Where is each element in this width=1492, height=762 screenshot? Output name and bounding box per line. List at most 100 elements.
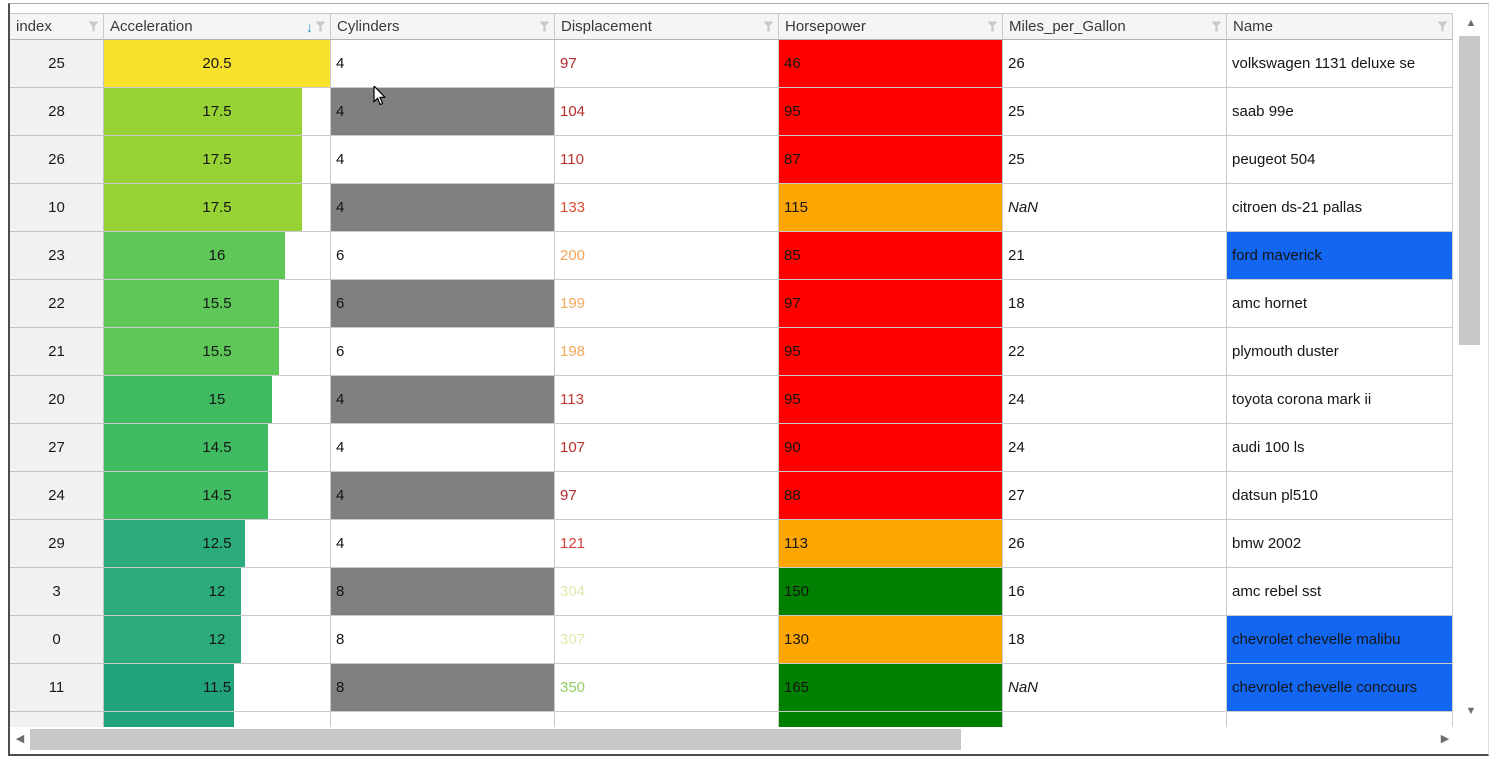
horsepower-cell[interactable]: 115 — [779, 184, 1003, 232]
horsepower-cell[interactable]: 95 — [779, 376, 1003, 424]
scrollbar-up-arrow-icon[interactable]: ▲ — [1465, 17, 1477, 29]
horsepower-cell[interactable]: 85 — [779, 232, 1003, 280]
horsepower-cell[interactable]: 46 — [779, 40, 1003, 88]
name-cell[interactable]: chevrolet chevelle malibu — [1227, 616, 1453, 664]
filter-icon[interactable] — [1437, 21, 1448, 32]
displacement-cell[interactable]: 110 — [555, 136, 779, 184]
name-cell[interactable]: chevrolet chevelle concours — [1227, 664, 1453, 712]
row-index-cell[interactable]: 0 — [10, 616, 104, 664]
miles-per-gallon-cell[interactable]: 26 — [1003, 40, 1227, 88]
horsepower-cell[interactable]: 95 — [779, 88, 1003, 136]
horsepower-cell[interactable]: 88 — [779, 472, 1003, 520]
acceleration-cell[interactable]: 12 — [104, 568, 331, 616]
filter-icon[interactable] — [88, 21, 99, 32]
name-cell[interactable]: amc hornet — [1227, 280, 1453, 328]
name-cell[interactable]: amc rebel sst — [1227, 568, 1453, 616]
displacement-cell[interactable]: 200 — [555, 232, 779, 280]
horsepower-cell[interactable]: 130 — [779, 616, 1003, 664]
acceleration-cell[interactable]: 14.5 — [104, 424, 331, 472]
displacement-cell[interactable]: 133 — [555, 184, 779, 232]
row-index-cell[interactable]: 22 — [10, 280, 104, 328]
horsepower-cell[interactable]: 90 — [779, 424, 1003, 472]
row-index-cell[interactable]: 25 — [10, 40, 104, 88]
name-cell[interactable]: datsun pl510 — [1227, 472, 1453, 520]
vertical-scrollbar-thumb[interactable] — [1459, 36, 1480, 345]
cylinders-cell[interactable]: 4 — [331, 88, 555, 136]
cylinders-cell[interactable]: 4 — [331, 472, 555, 520]
column-header-acceleration[interactable]: Acceleration ↓ — [104, 13, 331, 40]
scrollbar-down-arrow-icon[interactable]: ▼ — [1465, 705, 1477, 717]
horsepower-cell[interactable]: 165 — [779, 664, 1003, 712]
acceleration-cell[interactable]: 14.5 — [104, 472, 331, 520]
row-index-cell[interactable]: 28 — [10, 88, 104, 136]
displacement-cell[interactable]: 304 — [555, 568, 779, 616]
row-index-cell[interactable]: 20 — [10, 376, 104, 424]
miles-per-gallon-cell[interactable]: 25 — [1003, 136, 1227, 184]
horsepower-cell[interactable]: 150 — [779, 568, 1003, 616]
miles-per-gallon-cell[interactable]: 21 — [1003, 232, 1227, 280]
name-cell[interactable]: ford maverick — [1227, 232, 1453, 280]
row-index-cell[interactable]: 24 — [10, 472, 104, 520]
horizontal-scrollbar-thumb[interactable] — [30, 729, 961, 750]
miles-per-gallon-cell[interactable] — [1003, 712, 1227, 727]
column-header-index[interactable]: index — [10, 13, 104, 40]
row-index-cell[interactable] — [10, 712, 104, 727]
acceleration-cell[interactable]: 16 — [104, 232, 331, 280]
name-cell[interactable]: volkswagen 1131 deluxe se — [1227, 40, 1453, 88]
horsepower-cell[interactable] — [779, 712, 1003, 727]
name-cell[interactable]: peugeot 504 — [1227, 136, 1453, 184]
miles-per-gallon-cell[interactable]: 22 — [1003, 328, 1227, 376]
row-index-cell[interactable]: 23 — [10, 232, 104, 280]
cylinders-cell[interactable]: 4 — [331, 184, 555, 232]
name-cell[interactable]: audi 100 ls — [1227, 424, 1453, 472]
column-header-displacement[interactable]: Displacement — [555, 13, 779, 40]
filter-icon[interactable] — [763, 21, 774, 32]
displacement-cell[interactable]: 307 — [555, 616, 779, 664]
acceleration-cell[interactable] — [104, 712, 331, 727]
column-header-miles-per-gallon[interactable]: Miles_per_Gallon — [1003, 13, 1227, 40]
miles-per-gallon-cell[interactable]: 26 — [1003, 520, 1227, 568]
cylinders-cell[interactable]: 4 — [331, 520, 555, 568]
column-header-cylinders[interactable]: Cylinders — [331, 13, 555, 40]
scrollbar-left-arrow-icon[interactable]: ◀ — [15, 733, 25, 745]
acceleration-cell[interactable]: 17.5 — [104, 88, 331, 136]
miles-per-gallon-cell[interactable]: 16 — [1003, 568, 1227, 616]
filter-icon[interactable] — [987, 21, 998, 32]
displacement-cell[interactable]: 97 — [555, 40, 779, 88]
displacement-cell[interactable]: 350 — [555, 664, 779, 712]
acceleration-cell[interactable]: 15 — [104, 376, 331, 424]
name-cell[interactable]: citroen ds-21 pallas — [1227, 184, 1453, 232]
row-index-cell[interactable]: 10 — [10, 184, 104, 232]
displacement-cell[interactable]: 104 — [555, 88, 779, 136]
filter-icon[interactable] — [315, 21, 326, 32]
cylinders-cell[interactable]: 4 — [331, 136, 555, 184]
horsepower-cell[interactable]: 95 — [779, 328, 1003, 376]
displacement-cell[interactable]: 97 — [555, 472, 779, 520]
miles-per-gallon-cell[interactable]: 27 — [1003, 472, 1227, 520]
cylinders-cell[interactable]: 8 — [331, 664, 555, 712]
displacement-cell[interactable]: 199 — [555, 280, 779, 328]
miles-per-gallon-cell[interactable]: 25 — [1003, 88, 1227, 136]
miles-per-gallon-cell[interactable]: 18 — [1003, 280, 1227, 328]
acceleration-cell[interactable]: 15.5 — [104, 328, 331, 376]
row-index-cell[interactable]: 3 — [10, 568, 104, 616]
displacement-cell[interactable]: 113 — [555, 376, 779, 424]
miles-per-gallon-cell[interactable]: NaN — [1003, 184, 1227, 232]
filter-icon[interactable] — [539, 21, 550, 32]
horsepower-cell[interactable]: 113 — [779, 520, 1003, 568]
horsepower-cell[interactable]: 97 — [779, 280, 1003, 328]
row-index-cell[interactable]: 26 — [10, 136, 104, 184]
name-cell[interactable]: plymouth duster — [1227, 328, 1453, 376]
row-index-cell[interactable]: 21 — [10, 328, 104, 376]
column-header-horsepower[interactable]: Horsepower — [779, 13, 1003, 40]
sort-descending-icon[interactable]: ↓ — [306, 18, 313, 35]
acceleration-cell[interactable]: 20.5 — [104, 40, 331, 88]
cylinders-cell[interactable]: 8 — [331, 616, 555, 664]
cylinders-cell[interactable]: 6 — [331, 280, 555, 328]
name-cell[interactable]: saab 99e — [1227, 88, 1453, 136]
row-index-cell[interactable]: 11 — [10, 664, 104, 712]
miles-per-gallon-cell[interactable]: 24 — [1003, 424, 1227, 472]
displacement-cell[interactable] — [555, 712, 779, 727]
acceleration-cell[interactable]: 15.5 — [104, 280, 331, 328]
cylinders-cell[interactable]: 4 — [331, 424, 555, 472]
